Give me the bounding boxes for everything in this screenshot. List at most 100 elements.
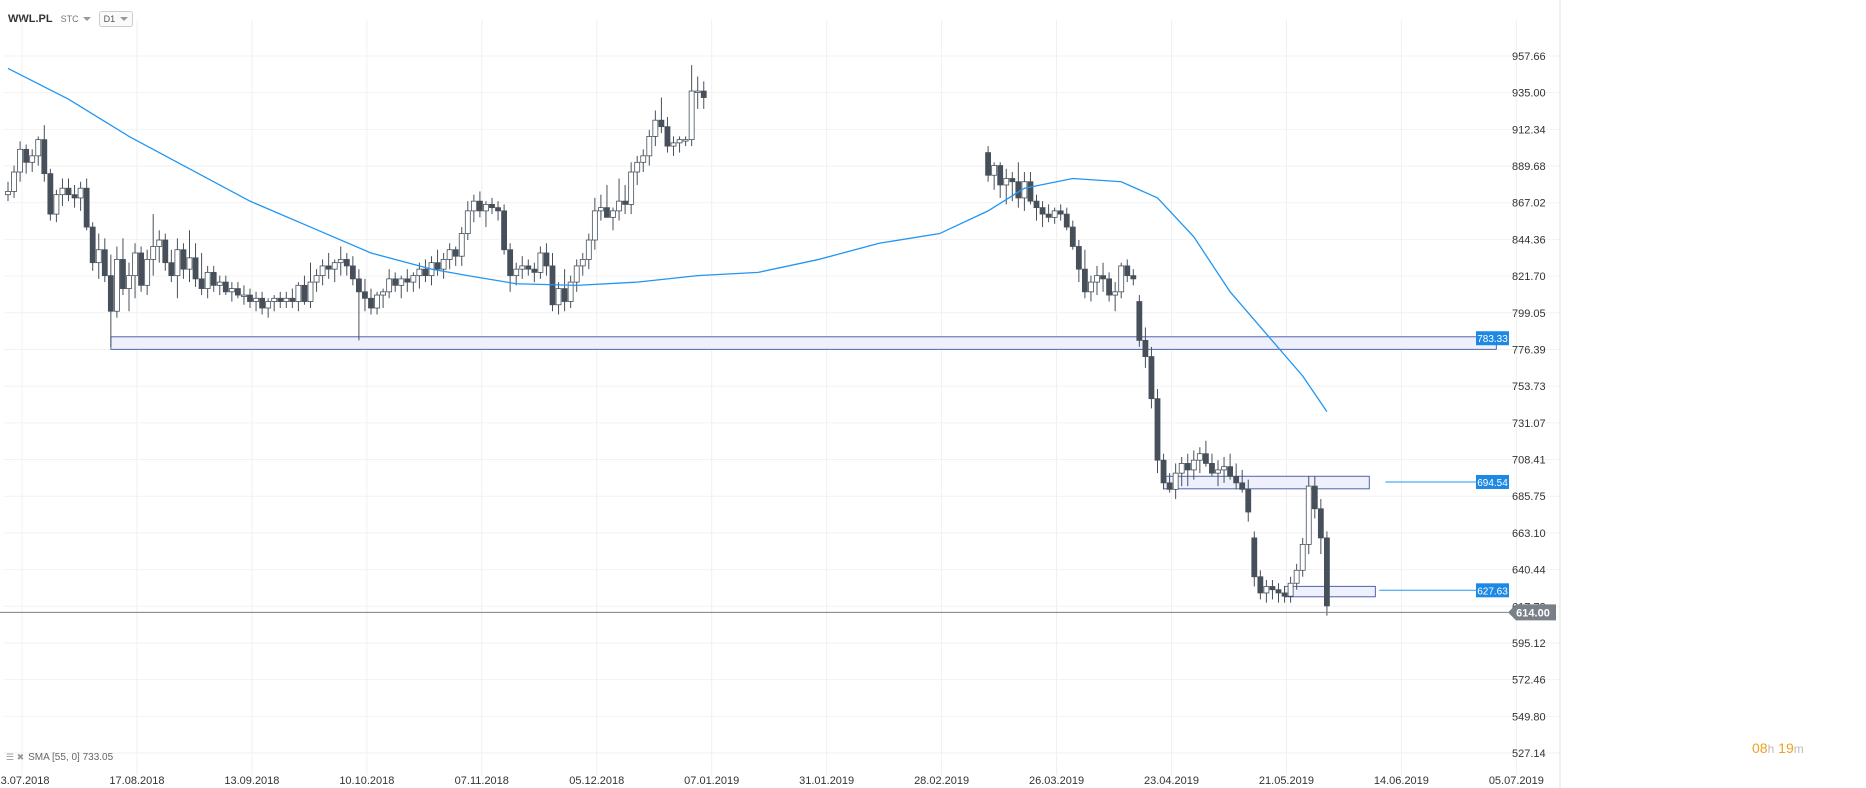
candle	[1106, 278, 1112, 296]
candle	[610, 210, 616, 218]
timeframe-label: D1	[103, 14, 116, 24]
candle-timer: 08h 19m	[1752, 740, 1804, 756]
candle	[337, 259, 344, 264]
candle	[434, 262, 441, 270]
candle	[567, 281, 574, 302]
candle	[1027, 181, 1034, 202]
mode-dropdown[interactable]: STC	[61, 14, 91, 24]
level-label: 783.33	[1477, 334, 1508, 345]
candle	[313, 275, 320, 283]
candle	[1184, 463, 1191, 471]
candle	[1299, 543, 1306, 571]
candle	[295, 284, 302, 302]
candle	[676, 139, 683, 144]
candle	[452, 249, 459, 257]
candle	[283, 297, 290, 302]
candle	[991, 165, 998, 176]
x-tick-label: 07.01.2019	[684, 775, 739, 787]
candle	[198, 278, 205, 289]
timer-hours-unit: h	[1767, 742, 1775, 756]
candle	[5, 191, 11, 196]
current-price-tag	[1508, 604, 1556, 621]
candle	[126, 275, 132, 289]
candle	[11, 171, 17, 192]
candle	[1305, 485, 1312, 545]
candle	[1082, 268, 1088, 293]
y-tick-label: 663.10	[1512, 528, 1546, 540]
candle	[65, 187, 72, 196]
candle	[83, 187, 90, 228]
candle	[47, 173, 54, 215]
indicator-legend: ☰ ✖ SMA [55, 0] 733.05	[6, 752, 113, 763]
candle	[464, 210, 471, 234]
x-tick-label: 10.10.2018	[339, 775, 394, 787]
candle	[289, 297, 296, 302]
candle	[1215, 469, 1221, 474]
chevron-down-icon	[82, 17, 91, 21]
candle	[132, 252, 138, 277]
candle	[301, 284, 308, 302]
candle	[398, 278, 405, 286]
candle	[561, 288, 568, 302]
candle	[555, 288, 562, 306]
candle	[259, 297, 266, 309]
candle	[495, 207, 501, 212]
candle	[41, 139, 48, 175]
x-tick-label: 05.07.2019	[1489, 775, 1544, 787]
candle	[271, 297, 278, 302]
x-tick-label: 31.01.2019	[799, 775, 854, 787]
candle	[1100, 275, 1106, 280]
candle	[1009, 178, 1016, 183]
level-label-bg	[1476, 474, 1509, 489]
candle	[168, 262, 175, 277]
x-tick-label: 28.02.2019	[914, 775, 969, 787]
chevron-down-icon	[120, 17, 129, 21]
candle	[1209, 463, 1215, 474]
candle	[688, 90, 695, 141]
candle	[404, 278, 411, 283]
candle	[174, 249, 181, 277]
candle	[1245, 488, 1252, 513]
candle	[525, 265, 532, 270]
candle	[228, 288, 235, 293]
candle	[222, 281, 229, 293]
candle	[392, 278, 399, 286]
candle	[489, 203, 495, 209]
timeframe-dropdown[interactable]: D1	[98, 11, 134, 27]
candle	[355, 278, 362, 293]
candle	[501, 210, 508, 251]
indicator-settings-icon[interactable]: ☰ ✖	[6, 752, 25, 762]
candle	[519, 265, 526, 270]
candle	[997, 165, 1004, 186]
candle	[483, 203, 489, 212]
candle	[1045, 213, 1052, 218]
support-zone	[1284, 585, 1376, 598]
candle	[1178, 463, 1185, 474]
candle	[101, 249, 108, 277]
candle	[265, 301, 272, 309]
y-tick-label: 685.75	[1512, 491, 1546, 503]
support-zone	[110, 336, 1497, 350]
symbol-label[interactable]: WWL.PL	[8, 13, 53, 25]
candle	[1118, 265, 1125, 293]
candle	[253, 297, 259, 302]
y-tick-label: 549.80	[1512, 711, 1546, 723]
candle	[658, 119, 665, 128]
candle	[1324, 537, 1330, 607]
candle	[307, 281, 314, 302]
y-tick-label: 799.05	[1512, 308, 1546, 320]
candle	[1033, 200, 1040, 209]
candle	[1203, 453, 1209, 464]
candle	[343, 259, 350, 267]
candle	[216, 281, 223, 286]
candle	[1257, 576, 1264, 594]
candle	[186, 257, 193, 270]
y-tick-label: 844.36	[1512, 234, 1546, 246]
candle	[192, 257, 199, 280]
candle	[440, 259, 447, 270]
candle	[646, 135, 653, 157]
candle	[247, 294, 253, 302]
candle	[1281, 592, 1288, 597]
y-tick-label: 527.14	[1512, 748, 1546, 760]
